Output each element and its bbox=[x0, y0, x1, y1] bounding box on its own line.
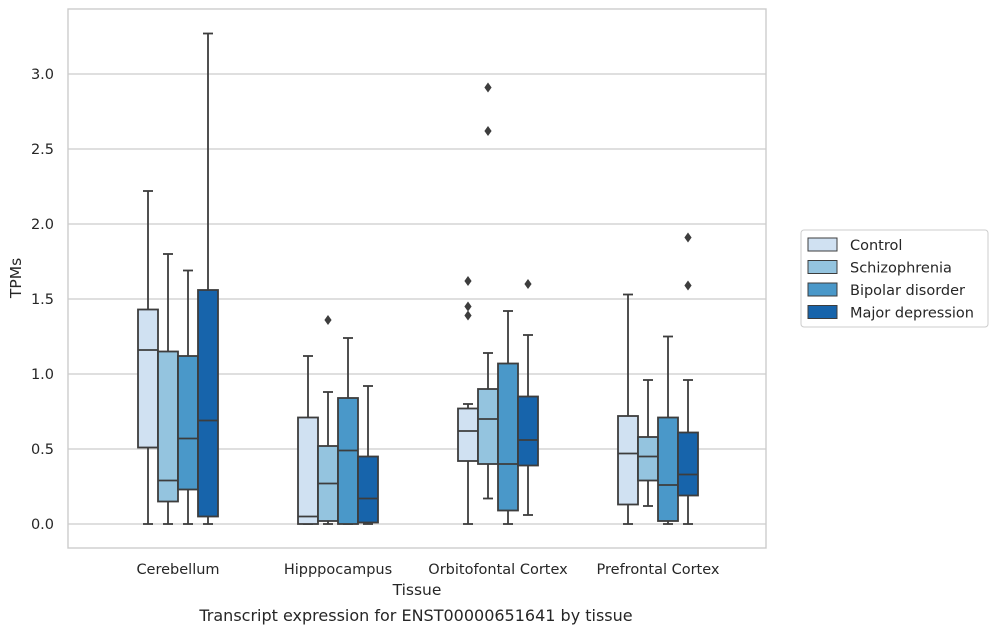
x-tick-labels: Cerebellum Hipppocampus Orbitofontal Corte… bbox=[136, 562, 719, 578]
box-iqr bbox=[657, 416, 679, 522]
box-iqr bbox=[477, 388, 499, 465]
box-control-2 bbox=[457, 276, 479, 525]
plot-frame bbox=[67, 8, 767, 549]
y-tick-label: 0.0 bbox=[31, 517, 54, 533]
box-iqr bbox=[357, 455, 379, 524]
box-control-1 bbox=[297, 355, 319, 525]
y-tick-label: 2.5 bbox=[31, 142, 54, 158]
y-tick-labels: 0.0 0.5 1.0 1.5 2.0 2.5 3.0 bbox=[31, 67, 54, 533]
legend-frame bbox=[800, 229, 989, 328]
box-schizophrenia-2 bbox=[477, 82, 499, 500]
box-major-depression-2 bbox=[517, 279, 539, 516]
legend-swatch bbox=[807, 282, 838, 297]
box-iqr bbox=[177, 355, 199, 491]
box-schizophrenia-3 bbox=[637, 379, 659, 507]
y-tick-label: 1.5 bbox=[31, 292, 54, 308]
legend-label: Bipolar disorder bbox=[850, 283, 965, 299]
box-iqr bbox=[617, 415, 639, 506]
x-tick-label: Orbitofontal Cortex bbox=[428, 562, 568, 578]
box-major-depression-0 bbox=[197, 32, 219, 525]
y-tick-label: 3.0 bbox=[31, 67, 54, 83]
y-tick-label: 0.5 bbox=[31, 442, 54, 458]
x-tick-label: Hipppocampus bbox=[284, 562, 392, 578]
box-bipolar-disorder-1 bbox=[337, 337, 359, 525]
box-control-3 bbox=[617, 293, 639, 525]
box-iqr bbox=[457, 407, 479, 462]
y-axis-label: TPMs bbox=[7, 258, 25, 299]
legend-label: Control bbox=[850, 238, 902, 254]
box-major-depression-1 bbox=[357, 385, 379, 525]
box-bipolar-disorder-0 bbox=[177, 269, 199, 525]
legend: Control Schizophrenia Bipolar disorder Majo… bbox=[800, 229, 989, 328]
outlier-point bbox=[324, 315, 332, 325]
box-schizophrenia-0 bbox=[157, 253, 179, 525]
outlier-point bbox=[484, 82, 492, 93]
outlier-point bbox=[464, 301, 472, 312]
legend-swatch bbox=[807, 305, 838, 319]
box-iqr bbox=[137, 308, 159, 449]
box-iqr bbox=[517, 395, 539, 467]
outlier-point bbox=[684, 280, 692, 291]
x-tick-label: Cerebellum bbox=[136, 562, 219, 578]
box-schizophrenia-1 bbox=[317, 315, 339, 525]
outlier-point bbox=[464, 310, 472, 321]
outlier-point bbox=[684, 232, 692, 243]
box-major-depression-3 bbox=[677, 232, 699, 525]
outlier-point bbox=[484, 126, 492, 136]
chart-caption: Transcript expression for ENST0000065164… bbox=[199, 606, 633, 625]
box-iqr bbox=[637, 436, 659, 482]
legend-swatch bbox=[807, 260, 838, 274]
box-iqr bbox=[677, 431, 699, 497]
box-iqr bbox=[157, 350, 179, 503]
x-tick-label: Prefrontal Cortex bbox=[597, 562, 720, 578]
x-axis-label: Tissue bbox=[392, 581, 442, 599]
box-iqr bbox=[337, 397, 359, 525]
y-tick-label: 1.0 bbox=[31, 367, 54, 383]
legend-label: Major depression bbox=[850, 306, 974, 322]
box-bipolar-disorder-2 bbox=[497, 310, 519, 525]
box-iqr bbox=[497, 362, 519, 512]
legend-swatch bbox=[807, 237, 838, 252]
outlier-point bbox=[524, 279, 532, 289]
outlier-point bbox=[464, 276, 472, 286]
box-iqr bbox=[197, 289, 219, 518]
box-plots bbox=[137, 32, 699, 525]
y-tick-label: 2.0 bbox=[31, 217, 54, 233]
box-iqr bbox=[297, 416, 319, 525]
box-control-0 bbox=[137, 190, 159, 525]
box-bipolar-disorder-3 bbox=[657, 335, 679, 525]
legend-label: Schizophrenia bbox=[850, 261, 952, 277]
